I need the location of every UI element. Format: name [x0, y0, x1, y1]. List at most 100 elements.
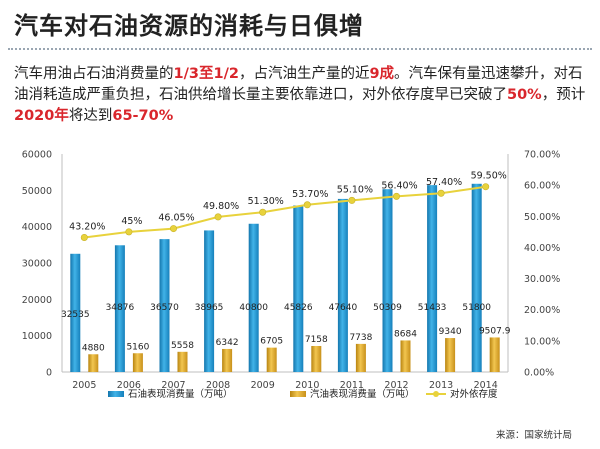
- oil-bar-value-label: 38965: [195, 303, 224, 313]
- y-tick-label-left: 40000: [22, 222, 52, 233]
- oil-bar-value-label: 50309: [373, 303, 402, 313]
- description-highlight-1: 1/3至1/2: [173, 66, 239, 82]
- gasoline-bar-value-label: 9340: [439, 327, 462, 337]
- x-tick-label: 2014: [474, 380, 498, 391]
- dependency-value-label: 51.30%: [248, 196, 284, 207]
- legend-label-dependency: 对外依存度: [450, 388, 498, 400]
- y-tick-label-right: 20.00%: [524, 305, 560, 316]
- dependency-point: [392, 192, 400, 200]
- oil-consumption-bar: [204, 230, 215, 372]
- y-tick-label-right: 10.00%: [524, 336, 560, 347]
- dependency-point: [80, 233, 88, 241]
- description-highlight-2: 9成: [369, 66, 395, 82]
- oil-bar-value-label: 36570: [150, 303, 179, 313]
- oil-consumption-bar: [471, 183, 482, 372]
- gasoline-bar-value-label: 4880: [82, 343, 105, 353]
- description-highlight-5: 65-70%: [112, 108, 174, 124]
- dependency-value-label: 57.40%: [426, 177, 462, 188]
- x-tick-label: 2005: [72, 380, 96, 391]
- legend-swatch-oil: [108, 391, 124, 397]
- dependency-point: [348, 196, 356, 204]
- x-tick-label: 2006: [117, 380, 141, 391]
- legend-label-oil: 石油表现消费量（万吨）: [128, 388, 233, 400]
- gasoline-bar-value-label: 7738: [349, 333, 372, 343]
- gasoline-bar-value-label: 6705: [260, 337, 283, 347]
- oil-consumption-bar: [382, 189, 393, 372]
- dependency-value-label: 46.05%: [158, 213, 194, 224]
- oil-consumption-bar: [337, 198, 348, 372]
- dependency-value-label: 43.20%: [69, 221, 105, 232]
- gasoline-consumption-bar: [311, 345, 322, 372]
- y-tick-label-right: 70.00%: [524, 150, 560, 161]
- y-tick-label-left: 30000: [22, 259, 52, 270]
- description-highlight-4: 2020年: [14, 108, 69, 124]
- description-text-1: 汽车用油占石油消费量的: [14, 66, 174, 82]
- dependency-value-label: 59.50%: [471, 171, 507, 182]
- x-tick-label: 2007: [161, 380, 185, 391]
- oil-bar-value-label: 40800: [239, 303, 268, 313]
- y-tick-label-right: 40.00%: [524, 243, 560, 254]
- y-tick-label-right: 60.00%: [524, 181, 560, 192]
- gasoline-bar-value-label: 5558: [171, 341, 194, 351]
- gasoline-bar-value-label: 8684: [394, 329, 417, 339]
- dependency-point: [170, 225, 178, 233]
- dependency-line: [84, 185, 486, 239]
- dependency-point: [303, 201, 311, 209]
- y-tick-label-left: 0: [46, 368, 52, 379]
- y-tick-label-left: 10000: [22, 331, 52, 342]
- description-text-3: 。汽车保有量迅速攀升，对石油消耗造成严重负担，石油供给增长量主要依靠进口，对外依…: [14, 66, 583, 103]
- gasoline-bar-value-label: 7158: [305, 335, 328, 345]
- gasoline-bar-value-label: 9507.9: [479, 326, 511, 336]
- y-tick-label-right: 30.00%: [524, 274, 560, 285]
- dependency-point: [482, 183, 490, 191]
- description-text-2: ，占汽油生产量的近: [238, 66, 370, 82]
- gasoline-consumption-bar: [445, 338, 456, 372]
- x-tick-label: 2010: [295, 380, 319, 391]
- y-tick-label-left: 20000: [22, 295, 52, 306]
- y-tick-label-left: 60000: [22, 150, 52, 161]
- oil-consumption-bar: [248, 223, 259, 372]
- source-note: 来源：国家统计局: [495, 430, 572, 441]
- description-paragraph: 汽车用油占石油消费量的1/3至1/2，占汽油生产量的近9成。汽车保有量迅速攀升，…: [14, 64, 590, 127]
- x-tick-label: 2011: [340, 380, 364, 391]
- description-text-5: 将达到: [68, 108, 113, 124]
- dependency-value-label: 56.40%: [381, 180, 417, 191]
- oil-bar-value-label: 32535: [61, 310, 90, 320]
- dependency-point: [214, 213, 222, 221]
- legend-swatch-dependency-point: [433, 391, 439, 397]
- gasoline-consumption-bar: [489, 337, 500, 372]
- gasoline-consumption-bar: [400, 340, 411, 372]
- title-divider: [8, 48, 592, 50]
- x-tick-label: 2008: [206, 380, 230, 391]
- x-tick-label: 2012: [384, 380, 408, 391]
- page-title: 汽车对石油资源的消耗与日俱增: [14, 12, 364, 40]
- combo-chart: 0 10000 20000 30000 40000 50000 60000 0.00% 10.0…: [22, 150, 560, 401]
- legend-label-gasoline: 汽油表现消费量（万吨）: [310, 388, 415, 400]
- oil-bar-value-label: 45826: [284, 303, 313, 313]
- y-tick-label-right: 0.00%: [524, 368, 554, 379]
- legend-swatch-gasoline: [290, 391, 306, 397]
- oil-consumption-bar: [427, 185, 438, 372]
- oil-bar-value-label: 51800: [462, 303, 491, 313]
- gasoline-consumption-bar: [222, 348, 233, 372]
- dependency-value-label: 53.70%: [292, 189, 328, 200]
- x-tick-label: 2009: [251, 380, 275, 391]
- gasoline-consumption-bar: [355, 343, 366, 372]
- dependency-value-label: 49.80%: [203, 201, 239, 212]
- y-tick-label-left: 50000: [22, 186, 52, 197]
- gasoline-bar-value-label: 6342: [216, 338, 239, 348]
- gasoline-consumption-bar: [88, 354, 99, 372]
- oil-bar-value-label: 51433: [418, 303, 447, 313]
- oil-consumption-bar: [159, 239, 170, 372]
- oil-bar-value-label: 47640: [329, 303, 358, 313]
- oil-consumption-bar: [70, 253, 81, 372]
- description-text-4: ，预计: [541, 87, 586, 103]
- dependency-value-label: 55.10%: [337, 184, 373, 195]
- gasoline-consumption-bar: [132, 353, 143, 372]
- dependency-point: [259, 208, 267, 216]
- dependency-point: [437, 189, 445, 197]
- gasoline-consumption-bar: [266, 347, 277, 372]
- gasoline-bar-value-label: 5160: [126, 342, 149, 352]
- description-highlight-3: 50%: [507, 87, 542, 103]
- oil-consumption-bar: [114, 245, 125, 372]
